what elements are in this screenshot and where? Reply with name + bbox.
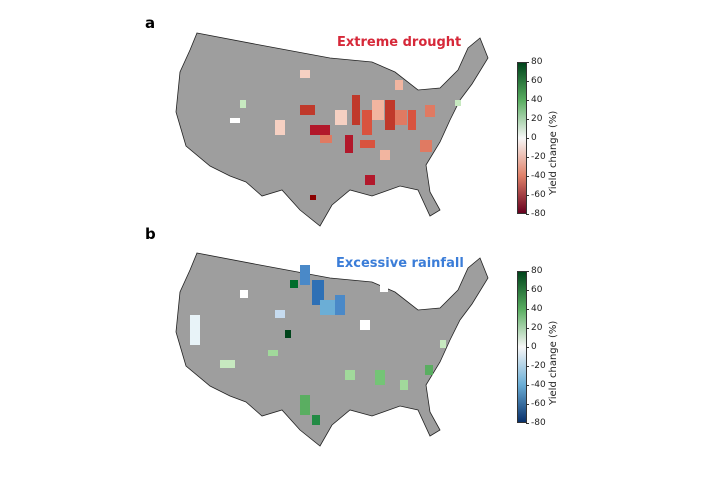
us-outline-b [175, 252, 489, 447]
county-patch [310, 195, 316, 200]
county-patch [360, 140, 375, 148]
county-patch [240, 290, 248, 298]
colorbar-tick: 0 [526, 133, 537, 143]
colorbar-tick: -60 [526, 190, 546, 200]
county-patch [375, 370, 385, 385]
colorbar-tick: -40 [526, 171, 546, 181]
panel-title-a: Extreme drought [337, 35, 462, 50]
county-patch [425, 105, 435, 117]
county-patch [230, 118, 240, 123]
county-patch [300, 105, 315, 115]
colorbar-tick: 80 [525, 57, 543, 67]
county-patch [440, 340, 446, 348]
county-patch [300, 265, 310, 285]
panel-label-a: a [145, 14, 156, 32]
panel-title-b: Excessive rainfall [336, 256, 464, 271]
county-patch [320, 135, 332, 143]
county-patch [360, 320, 370, 330]
county-patch [395, 110, 407, 125]
county-patch [275, 120, 285, 135]
county-patch [240, 100, 246, 108]
panel-label-b: b [145, 225, 156, 243]
county-patch [268, 350, 278, 356]
colorbar-tick: 40 [525, 304, 543, 314]
county-patch [312, 415, 320, 425]
colorbar-tick: -60 [526, 399, 546, 409]
county-patch [275, 310, 285, 318]
county-patch [380, 150, 390, 160]
us-outline-a [175, 32, 489, 227]
county-patch [190, 315, 200, 345]
map-a [175, 32, 489, 227]
county-patch [220, 360, 235, 368]
colorbar-tick: 60 [525, 76, 543, 86]
county-patch [310, 125, 330, 135]
county-patch [285, 330, 291, 338]
county-patch [420, 140, 432, 152]
county-patch [455, 100, 461, 106]
county-patch [380, 280, 388, 292]
colorbar-tick: 0 [526, 342, 537, 352]
county-patch [300, 70, 310, 78]
colorbar-tick: 40 [525, 95, 543, 105]
colorbar-tick: 20 [525, 114, 543, 124]
county-patch [365, 175, 375, 185]
colorbar-tick: -20 [526, 361, 546, 371]
county-patch [362, 110, 372, 135]
county-patch [395, 80, 403, 90]
colorbar-tick: -80 [526, 209, 546, 219]
county-patch [385, 100, 395, 130]
colorbar-label-b: Yield change (%) [548, 320, 559, 405]
county-patch [425, 365, 433, 375]
county-patch [352, 95, 360, 125]
colorbar-tick: 20 [525, 323, 543, 333]
county-patch [372, 100, 384, 120]
county-patch [345, 370, 355, 380]
county-patch [312, 280, 324, 305]
colorbar-tick: 80 [525, 266, 543, 276]
map-b [175, 252, 489, 447]
county-patch [408, 110, 416, 130]
colorbar-label-a: Yield change (%) [548, 110, 559, 195]
colorbar-tick: -40 [526, 380, 546, 390]
colorbar-tick: -20 [526, 152, 546, 162]
colorbar-tick: 60 [525, 285, 543, 295]
county-patch [400, 380, 408, 390]
county-patch [335, 295, 345, 315]
county-patch [320, 300, 335, 315]
colorbar-tick: -80 [526, 418, 546, 428]
county-patch [290, 280, 298, 288]
county-patch [345, 135, 353, 153]
county-patch [335, 110, 347, 125]
county-patch [300, 395, 310, 415]
